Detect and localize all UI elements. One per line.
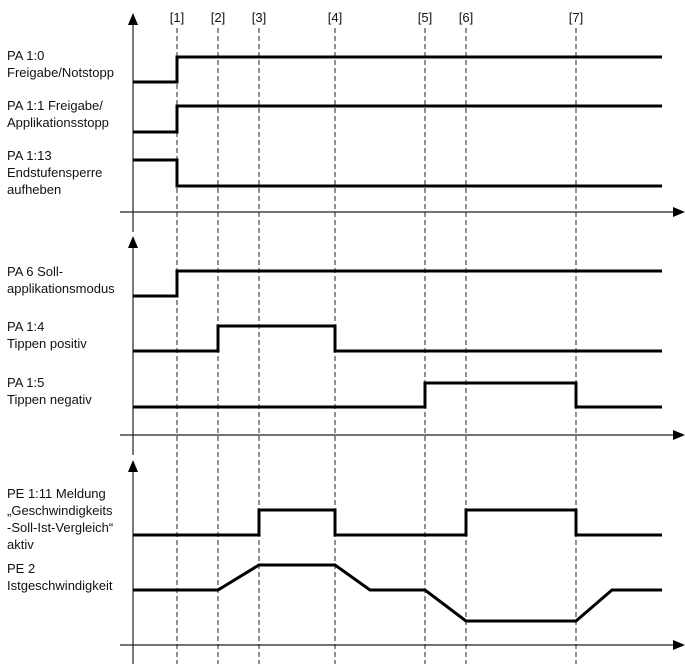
signal-label: PA 1:1 Freigabe/ bbox=[7, 98, 103, 113]
signal-label: PA 1:4 bbox=[7, 319, 44, 334]
signal-waveform bbox=[133, 563, 662, 623]
time-axis-arrow-icon bbox=[673, 207, 685, 217]
marker-label: [2] bbox=[211, 10, 225, 25]
y-axis-arrow-icon bbox=[128, 13, 138, 25]
signal: PA 1:1 Freigabe/Applikationsstopp bbox=[7, 98, 662, 134]
signal-label: Istgeschwindigkeit bbox=[7, 578, 113, 593]
signal-label: PE 1:11 Meldung bbox=[7, 486, 106, 501]
marker-label: [3] bbox=[252, 10, 266, 25]
signal-label: -Soll-Ist-Vergleich“ bbox=[7, 520, 113, 535]
signal-label: PA 1:0 bbox=[7, 48, 44, 63]
signal-waveform bbox=[133, 158, 662, 188]
signal-label: applikationsmodus bbox=[7, 281, 115, 296]
signal: PA 6 Soll-applikationsmodus bbox=[7, 264, 662, 298]
y-axis-arrow-icon bbox=[128, 236, 138, 248]
signal-label: Applikationsstopp bbox=[7, 115, 109, 130]
signal-label: Endstufensperre bbox=[7, 165, 102, 180]
marker-label: [4] bbox=[328, 10, 342, 25]
signal-waveform bbox=[133, 381, 662, 409]
signal-waveform bbox=[133, 324, 662, 353]
signal-label: PA 1:13 bbox=[7, 148, 52, 163]
signal-label: aktiv bbox=[7, 537, 34, 552]
signal-waveform bbox=[133, 508, 662, 537]
signal-waveform bbox=[133, 104, 662, 134]
signal-label: PE 2 bbox=[7, 561, 35, 576]
signal-label: Tippen negativ bbox=[7, 392, 92, 407]
time-axis-arrow-icon bbox=[673, 430, 685, 440]
signal-label: Freigabe/Notstopp bbox=[7, 65, 114, 80]
marker-label: [1] bbox=[170, 10, 184, 25]
signal-waveform bbox=[133, 55, 662, 84]
signal-label: „Geschwindigkeits bbox=[7, 503, 113, 518]
marker-label: [5] bbox=[418, 10, 432, 25]
signal-label: PA 1:5 bbox=[7, 375, 44, 390]
signal-label: Tippen positiv bbox=[7, 336, 87, 351]
y-axis-arrow-icon bbox=[128, 460, 138, 472]
signal: PA 1:5 Tippen negativ bbox=[7, 375, 662, 409]
signal-label: PA 6 Soll- bbox=[7, 264, 63, 279]
signal-label: aufheben bbox=[7, 182, 61, 197]
signal: PE 1:11 Meldung „Geschwindigkeits -Soll-Is… bbox=[7, 486, 662, 552]
signal: PA 1:13 Endstufensperre aufheben bbox=[7, 148, 662, 197]
marker-label: [6] bbox=[459, 10, 473, 25]
signal-waveform bbox=[133, 269, 662, 298]
marker-label: [7] bbox=[569, 10, 583, 25]
signal: PA 1:0 Freigabe/Notstopp bbox=[7, 48, 662, 84]
signal: PA 1:4 Tippen positiv bbox=[7, 319, 662, 353]
signal: PE 2 Istgeschwindigkeit bbox=[7, 561, 662, 623]
time-axis-arrow-icon bbox=[673, 640, 685, 650]
